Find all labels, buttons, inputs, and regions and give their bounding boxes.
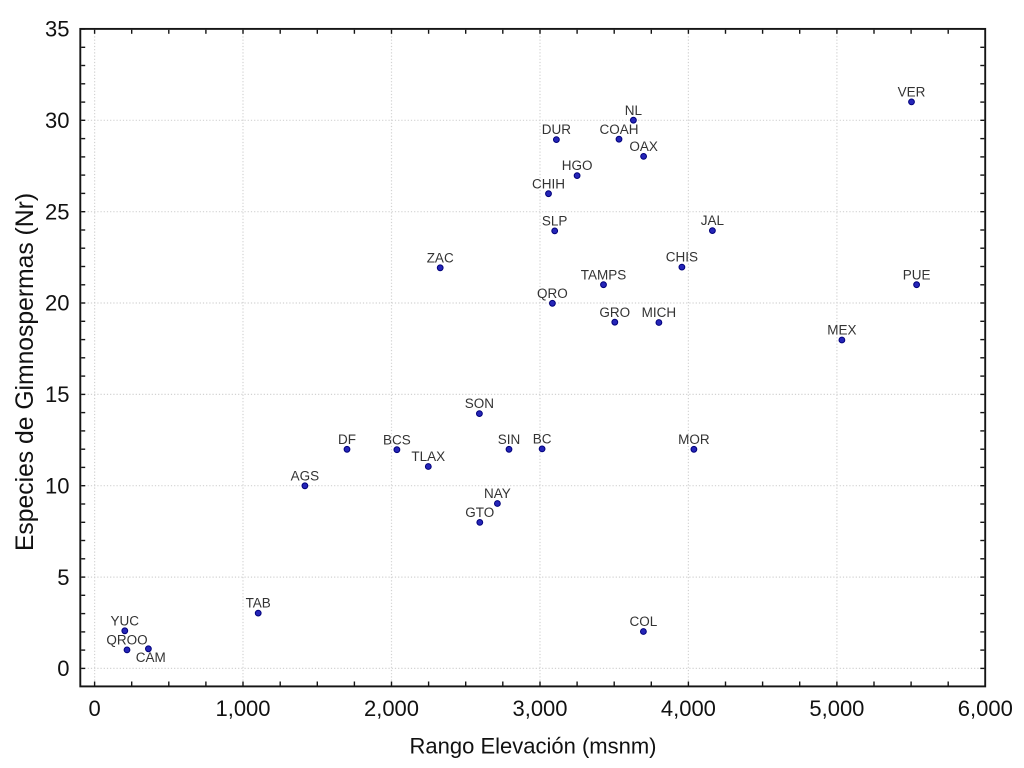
svg-text:MICH: MICH bbox=[642, 305, 677, 320]
svg-text:MOR: MOR bbox=[678, 432, 710, 447]
svg-text:AGS: AGS bbox=[291, 468, 320, 483]
svg-text:Especies de Gimnospermas (Nr): Especies de Gimnospermas (Nr) bbox=[12, 193, 39, 551]
svg-text:DUR: DUR bbox=[542, 122, 571, 137]
svg-text:1,000: 1,000 bbox=[215, 696, 270, 721]
svg-text:NAY: NAY bbox=[484, 486, 511, 501]
svg-text:BCS: BCS bbox=[383, 432, 411, 447]
svg-text:SLP: SLP bbox=[542, 214, 568, 229]
svg-text:6,000: 6,000 bbox=[958, 696, 1013, 721]
svg-text:TAMPS: TAMPS bbox=[581, 267, 627, 282]
svg-text:COL: COL bbox=[630, 614, 658, 629]
svg-text:10: 10 bbox=[45, 473, 69, 498]
svg-text:CHIS: CHIS bbox=[666, 250, 698, 265]
svg-text:HGO: HGO bbox=[562, 158, 593, 173]
svg-text:VER: VER bbox=[898, 85, 926, 100]
svg-text:QROO: QROO bbox=[106, 633, 147, 648]
svg-text:JAL: JAL bbox=[701, 213, 725, 228]
svg-text:QRO: QRO bbox=[537, 286, 568, 301]
svg-text:25: 25 bbox=[45, 199, 69, 224]
svg-text:ZAC: ZAC bbox=[427, 250, 454, 265]
svg-text:20: 20 bbox=[45, 291, 69, 316]
svg-text:DF: DF bbox=[338, 432, 356, 447]
svg-text:2,000: 2,000 bbox=[364, 696, 419, 721]
svg-text:0: 0 bbox=[88, 696, 100, 721]
svg-text:MEX: MEX bbox=[827, 323, 856, 338]
svg-text:5,000: 5,000 bbox=[809, 696, 864, 721]
svg-text:NL: NL bbox=[625, 103, 643, 118]
svg-text:GRO: GRO bbox=[599, 305, 630, 320]
svg-text:TLAX: TLAX bbox=[411, 449, 445, 464]
svg-text:SIN: SIN bbox=[498, 432, 521, 447]
svg-text:PUE: PUE bbox=[903, 267, 931, 282]
svg-text:0: 0 bbox=[57, 656, 69, 681]
svg-text:CHIH: CHIH bbox=[532, 176, 565, 191]
svg-text:3,000: 3,000 bbox=[512, 696, 567, 721]
svg-text:30: 30 bbox=[45, 108, 69, 133]
svg-text:TAB: TAB bbox=[246, 596, 271, 611]
svg-text:15: 15 bbox=[45, 382, 69, 407]
svg-text:OAX: OAX bbox=[629, 139, 658, 154]
svg-text:YUC: YUC bbox=[111, 613, 140, 628]
svg-text:Rango Elevación (msnm): Rango Elevación (msnm) bbox=[410, 734, 657, 759]
svg-text:COAH: COAH bbox=[599, 122, 638, 137]
svg-text:GTO: GTO bbox=[465, 505, 494, 520]
svg-text:SON: SON bbox=[465, 396, 494, 411]
svg-text:CAM: CAM bbox=[136, 650, 166, 665]
svg-text:35: 35 bbox=[45, 17, 69, 42]
svg-text:BC: BC bbox=[533, 432, 552, 447]
svg-text:5: 5 bbox=[57, 565, 69, 590]
svg-text:4,000: 4,000 bbox=[661, 696, 716, 721]
